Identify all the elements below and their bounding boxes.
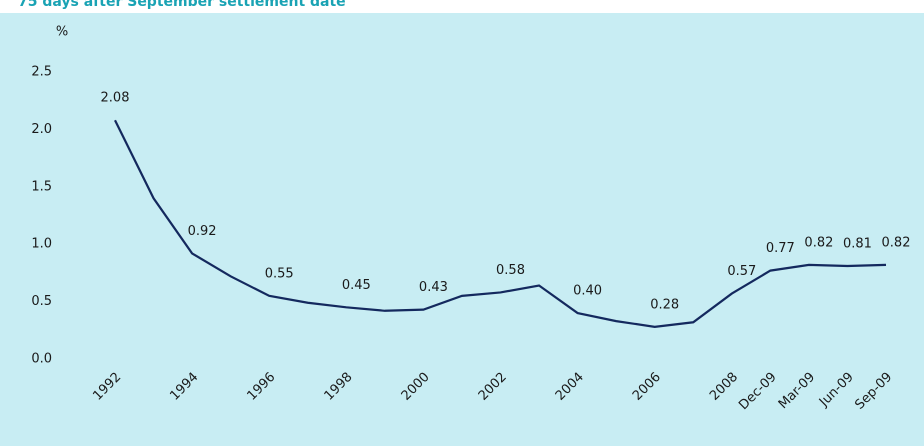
y-tick-label: 0.0 <box>31 352 52 367</box>
data-label: 0.82 <box>882 235 911 250</box>
data-label: 0.40 <box>573 284 602 299</box>
y-tick-label: 1.0 <box>31 237 52 252</box>
data-label: 0.43 <box>419 280 448 295</box>
data-label: 0.92 <box>188 224 217 239</box>
plot-background <box>0 13 924 446</box>
line-series <box>114 119 887 328</box>
data-label: 2.08 <box>101 91 130 106</box>
data-label: 0.77 <box>766 241 795 256</box>
data-label: 0.55 <box>265 266 294 281</box>
y-tick-label: 0.5 <box>31 294 52 309</box>
data-label: 0.45 <box>342 278 371 293</box>
y-tick-label: 1.5 <box>31 179 52 194</box>
chart-title: 75 days after September settlement date <box>18 0 346 10</box>
data-label: 0.81 <box>843 237 872 252</box>
data-label: 0.82 <box>804 235 833 250</box>
y-tick-label: 2.5 <box>31 65 52 80</box>
data-label: 0.58 <box>496 263 525 278</box>
y-tick-label: 2.0 <box>31 122 52 137</box>
data-label: 0.57 <box>727 264 756 279</box>
y-axis-label: % <box>56 25 68 40</box>
data-label: 0.28 <box>650 297 679 312</box>
